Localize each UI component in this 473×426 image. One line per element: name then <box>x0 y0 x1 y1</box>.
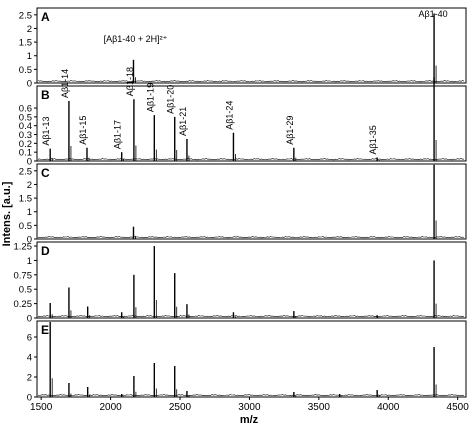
y-axis-label: Intens. [a.u.] <box>1 181 13 246</box>
x-tick-label: 3500 <box>308 402 331 413</box>
peak-label: Aβ1-19 <box>145 83 155 112</box>
peak-label: Aβ1-15 <box>78 116 88 145</box>
y-tick-label: 0.5 <box>19 112 32 123</box>
y-tick-label: 1 <box>27 51 32 62</box>
y-tick-label: 1.25 <box>14 242 33 253</box>
y-tick-label: 0 <box>27 235 32 246</box>
x-tick-label: 1500 <box>30 402 53 413</box>
panel-frame <box>36 241 467 319</box>
baseline-trace <box>37 80 465 83</box>
peak-label: Aβ1-14 <box>60 69 70 98</box>
y-tick-label: 0 <box>27 79 32 90</box>
y-tick-label: 0.5 <box>19 65 32 76</box>
x-tick-label: 2500 <box>169 402 192 413</box>
peak-label: Aβ1-35 <box>368 125 378 154</box>
y-tick-label: 1.5 <box>19 194 32 205</box>
baseline-trace <box>37 315 465 318</box>
peak-label: Aβ1-20 <box>166 85 176 114</box>
panel-letter: D <box>41 244 50 258</box>
y-tick-label: 2 <box>27 24 32 35</box>
y-tick-label: 6 <box>27 333 32 344</box>
y-tick-label: 0.4 <box>19 121 32 132</box>
spectrum-panel-d: 0 0.25 0.5 0.75 1 1.25 D <box>14 241 467 325</box>
peak-label: [Aβ1-40 + 2H]²⁺ <box>104 34 168 44</box>
y-tick-label: 1 <box>27 207 32 218</box>
x-axis: 1500 2000 2500 3000 3500 4000 4500 <box>30 397 469 413</box>
spectrum-panel-e: 0 2 4 6E <box>27 320 467 404</box>
panel-frame <box>36 163 467 240</box>
panel-letter: A <box>41 10 50 24</box>
y-tick-label: 0.1 <box>19 148 32 159</box>
peak-label: Aβ1-21 <box>178 107 188 136</box>
y-tick-label: 0.3 <box>19 130 32 141</box>
y-tick-label: 0.6 <box>19 104 32 115</box>
peak-label: Aβ1-40 <box>418 9 447 19</box>
x-axis-label: m/z <box>240 414 259 426</box>
y-tick-label: 0 <box>27 393 32 404</box>
y-tick-label: 0.75 <box>14 270 33 281</box>
y-tick-label: 2.5 <box>19 10 32 21</box>
panel-letter: B <box>41 88 50 102</box>
panel-letter: C <box>41 166 50 180</box>
baseline-trace <box>37 394 465 397</box>
x-tick-label: 4500 <box>447 402 470 413</box>
y-tick-label: 2.5 <box>19 166 32 177</box>
y-tick-label: 0.2 <box>19 139 32 150</box>
y-tick-label: 1.5 <box>19 38 32 49</box>
panel-frame <box>36 85 467 162</box>
panel-letter: E <box>41 323 49 337</box>
peak-label: Aβ1-29 <box>285 116 295 145</box>
peak-label: Aβ1-13 <box>41 116 51 145</box>
y-tick-label: 2 <box>27 373 32 384</box>
y-tick-label: 0 <box>27 157 32 168</box>
spectrum-panel-a: 0 0.5 1 1.5 2 2.5 A [Aβ1-40 + 2H]²⁺ Aβ1-40 <box>19 7 467 90</box>
peak-label: Aβ1-17 <box>113 120 123 149</box>
y-tick-label: 2 <box>27 180 32 191</box>
peak-label: Aβ1-18 <box>125 67 135 96</box>
baseline-trace <box>37 158 465 161</box>
spectrum-panel-c: 0 0.5 1 1.5 2 2.5 C <box>19 163 467 246</box>
y-tick-label: 0.5 <box>19 221 32 232</box>
y-tick-label: 1 <box>27 256 32 267</box>
panel-frame <box>36 7 467 84</box>
peak-label: Aβ1-24 <box>224 101 234 130</box>
x-tick-label: 2000 <box>99 402 122 413</box>
x-tick-label: 3000 <box>238 402 261 413</box>
y-tick-label: 0 <box>27 314 32 325</box>
y-tick-label: 4 <box>27 353 32 364</box>
x-tick-label: 4000 <box>377 402 400 413</box>
panel-frame <box>36 320 467 398</box>
y-tick-label: 0.5 <box>19 285 32 296</box>
baseline-trace <box>37 236 465 239</box>
y-tick-label: 0.25 <box>14 299 33 310</box>
